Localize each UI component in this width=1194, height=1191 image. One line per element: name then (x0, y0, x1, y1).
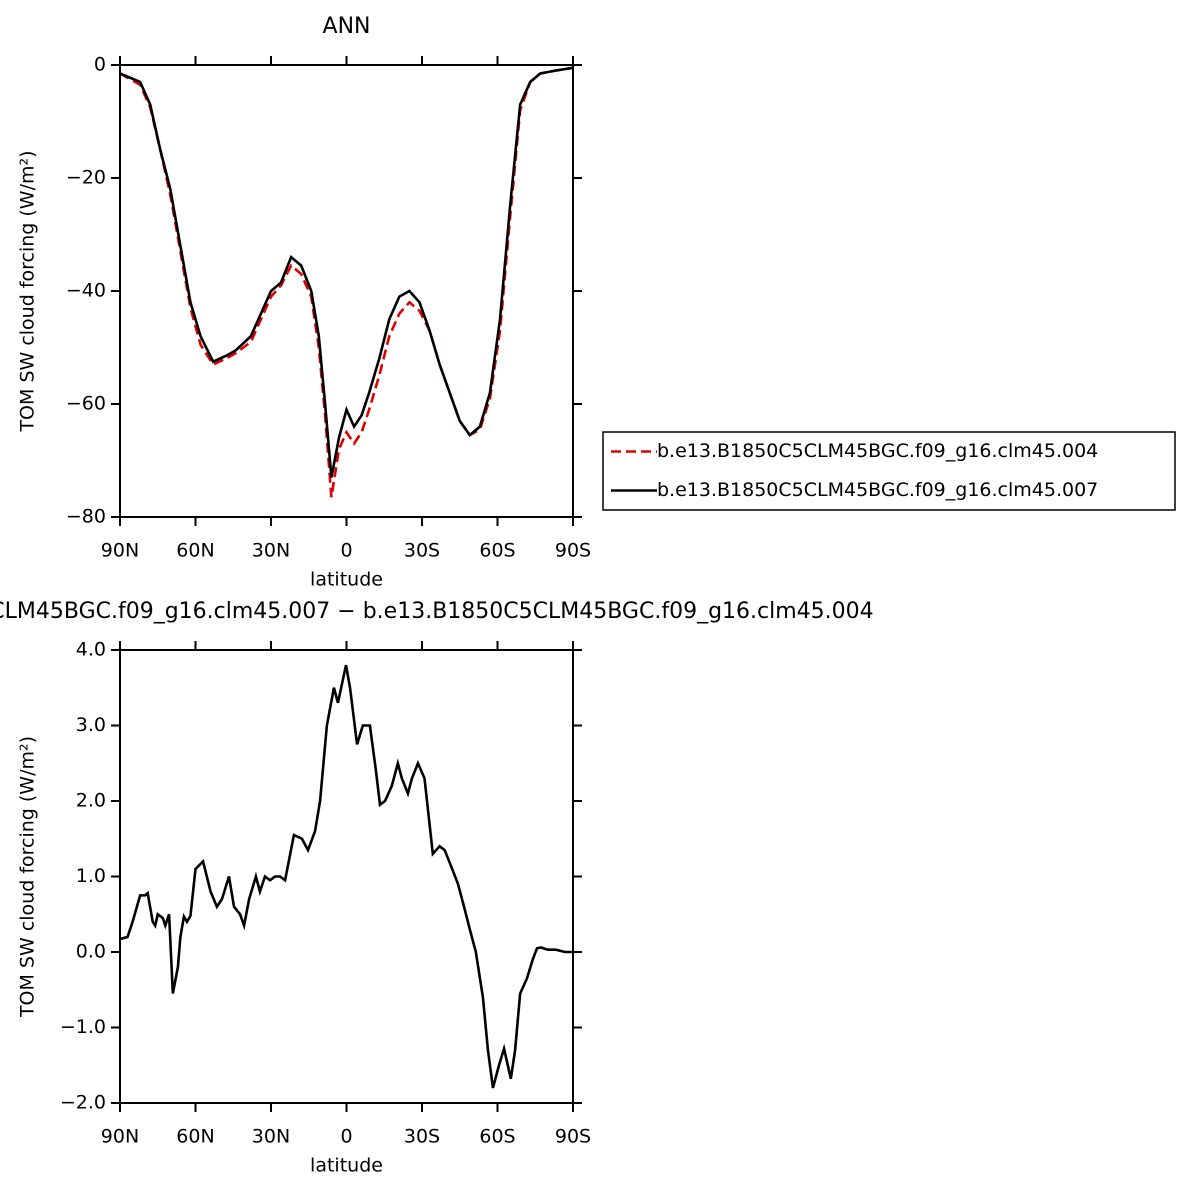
y-tick-label: 0.0 (76, 941, 106, 963)
y-tick-label: −20 (66, 167, 106, 189)
y-tick-label: 1.0 (76, 865, 106, 887)
y-axis-label: TOM SW cloud forcing (W/m²) (17, 736, 39, 1018)
chart-title: b.e13.B1850C5CLM45BGC.f09_g16.clm45.007 … (0, 599, 874, 624)
x-tick-label: 60S (479, 1126, 515, 1148)
x-tick-label: 60N (176, 540, 214, 562)
x-tick-label: 30S (404, 1126, 440, 1148)
y-tick-label: 0 (94, 54, 106, 76)
x-axis-label: latitude (310, 569, 383, 591)
y-tick-label: −2.0 (60, 1092, 106, 1114)
legend-label: b.e13.B1850C5CLM45BGC.f09_g16.clm45.004 (657, 440, 1098, 462)
x-tick-label: 30S (404, 540, 440, 562)
plot-frame (119, 649, 574, 1104)
x-axis-label: latitude (310, 1155, 383, 1177)
legend-box (602, 431, 1176, 511)
chart-title: ANN (323, 14, 371, 39)
legend-label: b.e13.B1850C5CLM45BGC.f09_g16.clm45.007 (657, 479, 1098, 501)
y-axis-label: TOM SW cloud forcing (W/m²) (17, 150, 39, 432)
x-tick-label: 0 (340, 1126, 352, 1148)
x-tick-label: 60N (176, 1126, 214, 1148)
x-tick-label: 90N (101, 540, 139, 562)
x-tick-label: 90S (555, 1126, 591, 1148)
y-tick-label: −60 (66, 393, 106, 415)
y-tick-label: −40 (66, 280, 106, 302)
x-tick-label: 60S (479, 540, 515, 562)
x-tick-label: 90N (101, 1126, 139, 1148)
data-line (119, 66, 574, 478)
x-tick-label: 30N (252, 1126, 290, 1148)
y-tick-label: −80 (66, 506, 106, 528)
data-line (119, 664, 573, 1089)
y-tick-label: 4.0 (76, 639, 106, 661)
x-tick-label: 90S (555, 540, 591, 562)
x-tick-label: 0 (340, 540, 352, 562)
y-tick-label: 2.0 (76, 790, 106, 812)
data-line (119, 66, 574, 498)
x-tick-label: 30N (252, 540, 290, 562)
y-tick-label: −1.0 (60, 1016, 106, 1038)
y-tick-label: 3.0 (76, 714, 106, 736)
